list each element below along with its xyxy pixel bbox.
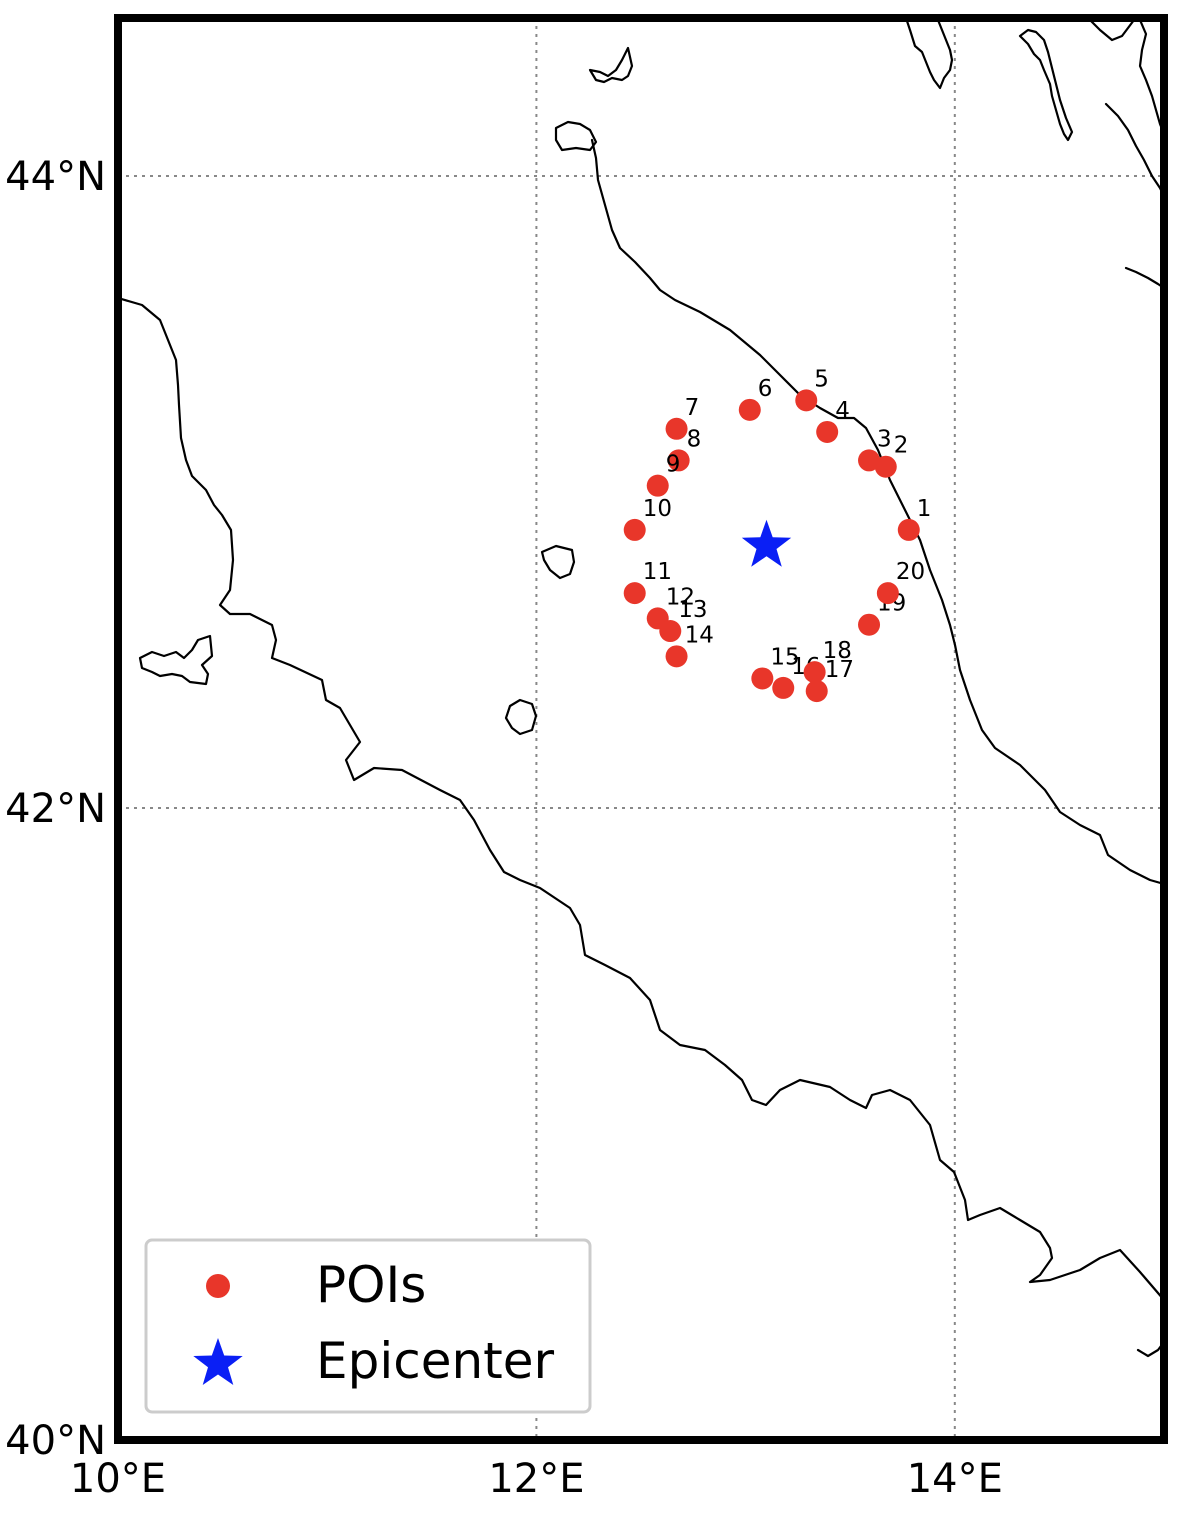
poi-label: 1 xyxy=(917,496,932,522)
y-tick-label: 40°N xyxy=(5,1418,106,1464)
legend-epicenter-marker xyxy=(193,1338,243,1385)
poi-label: 8 xyxy=(687,426,702,452)
dalmatian-coast-3 xyxy=(1138,18,1164,136)
poi-marker xyxy=(665,645,688,668)
poi-label: 2 xyxy=(894,433,909,459)
poi-marker xyxy=(751,667,774,690)
poi-label: 6 xyxy=(758,376,773,402)
poi-marker xyxy=(623,518,646,541)
elba-island xyxy=(138,634,214,686)
poi-label: 14 xyxy=(685,622,714,648)
poi-label: 10 xyxy=(643,496,672,522)
poi-marker xyxy=(876,582,899,605)
poi-label: 4 xyxy=(835,398,850,424)
poi-marker xyxy=(665,417,688,440)
poi-label: 9 xyxy=(666,452,681,478)
poi-label: 15 xyxy=(770,644,799,670)
dalmatian-islands xyxy=(1104,102,1164,198)
poi-marker xyxy=(772,676,795,699)
poi-marker xyxy=(659,620,682,643)
poi-marker xyxy=(874,455,897,478)
lake-bolsena xyxy=(504,698,538,736)
poi-marker xyxy=(803,661,826,684)
poi-marker xyxy=(858,613,881,636)
legend-box xyxy=(144,1238,592,1414)
poi-marker xyxy=(667,449,690,472)
poi-label: 11 xyxy=(643,559,672,585)
x-tick-labels: 10°E 12°E 14°E xyxy=(70,1456,1003,1502)
istria-coastline xyxy=(904,18,954,90)
legend-poi-label: POIs xyxy=(316,1256,426,1314)
coastlines xyxy=(118,18,1164,1358)
x-tick-label: 12°E xyxy=(488,1456,584,1502)
legend-poi-marker xyxy=(206,1274,230,1298)
poi-label: 17 xyxy=(825,657,854,683)
venetian-lagoon xyxy=(554,120,598,152)
poi-label: 20 xyxy=(896,559,925,585)
y-tick-labels: 40°N 42°N 44°N xyxy=(5,154,106,1464)
poi-marker xyxy=(816,420,839,443)
poi-label: 18 xyxy=(823,638,852,664)
poi-label: 5 xyxy=(814,366,829,392)
poi-marker xyxy=(897,518,920,541)
y-tick-label: 44°N xyxy=(5,154,106,200)
dalmatian-coast-1 xyxy=(1018,28,1074,142)
x-tick-label: 10°E xyxy=(70,1456,166,1502)
lake-trasimeno xyxy=(540,544,576,580)
gridlines xyxy=(118,18,1164,1440)
legend-epicenter-label: Epicenter xyxy=(316,1332,555,1390)
poi-label: 13 xyxy=(678,597,707,623)
poi-marker xyxy=(805,680,828,703)
poi-marker xyxy=(795,389,818,412)
adriatic-coastline xyxy=(590,138,1164,886)
dalmatian-islands-2 xyxy=(1124,266,1164,290)
dalmatian-coast-2 xyxy=(1086,18,1136,42)
poi-layer: 1234567891011121314151617181920 xyxy=(623,366,932,703)
epicenter-layer xyxy=(741,519,792,567)
tyrrhenian-coastline xyxy=(118,296,1164,1302)
poi-marker xyxy=(858,449,881,472)
map-frame xyxy=(114,14,1168,1444)
x-tick-label: 14°E xyxy=(907,1456,1003,1502)
po-delta xyxy=(588,46,634,84)
y-tick-label: 42°N xyxy=(5,786,106,832)
poi-marker xyxy=(738,398,761,421)
legend: POIs Epicenter xyxy=(144,1238,592,1414)
poi-marker xyxy=(623,582,646,605)
poi-marker xyxy=(646,474,669,497)
poi-label: 3 xyxy=(877,426,892,452)
epicenter-marker xyxy=(741,519,792,567)
poi-label: 7 xyxy=(685,395,700,421)
poi-label: 12 xyxy=(666,584,695,610)
